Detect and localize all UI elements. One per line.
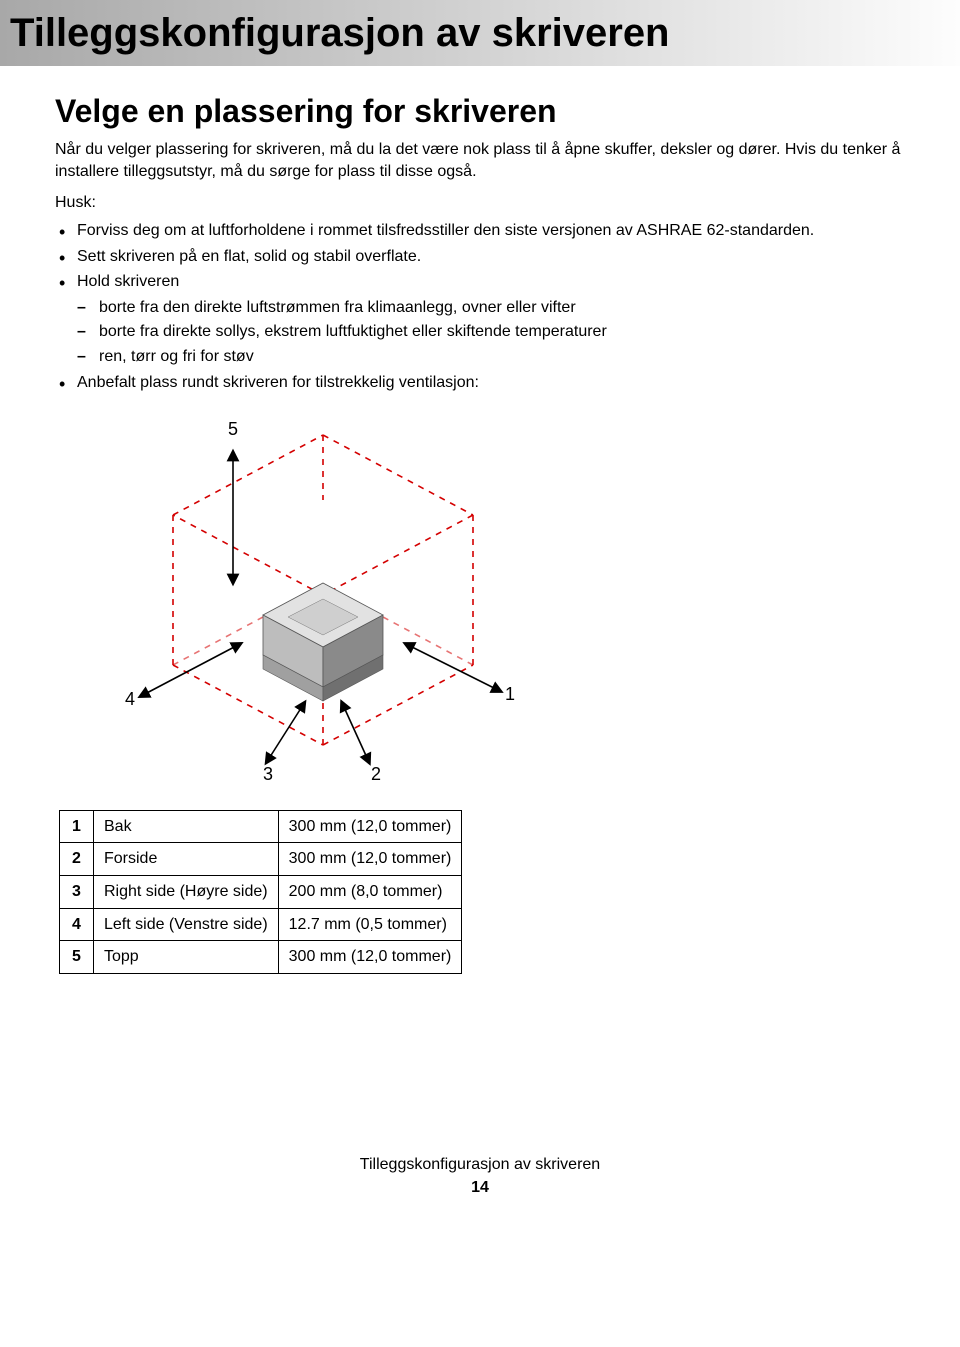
- husk-label: Husk:: [55, 192, 905, 214]
- table-cell-num: 4: [60, 908, 94, 941]
- table-cell-value: 200 mm (8,0 tommer): [278, 875, 462, 908]
- table-row: 5Topp300 mm (12,0 tommer): [60, 941, 462, 974]
- table-cell-num: 2: [60, 843, 94, 876]
- footer-page-number: 14: [55, 1177, 905, 1199]
- title-bar: Tilleggskonfigurasjon av skriveren: [0, 0, 960, 66]
- bullet-item: Sett skriveren på en flat, solid og stab…: [55, 246, 905, 268]
- dash-item: ren, tørr og fri for støv: [77, 346, 905, 368]
- table-cell-side: Bak: [94, 810, 279, 843]
- clearance-diagram: 5 4 3 2 1: [113, 405, 905, 792]
- intro-paragraph: Når du velger plassering for skriveren, …: [55, 139, 905, 182]
- table-cell-value: 300 mm (12,0 tommer): [278, 941, 462, 974]
- diagram-svg: 5 4 3 2 1: [113, 405, 533, 785]
- table-cell-side: Left side (Venstre side): [94, 908, 279, 941]
- footer-title: Tilleggskonfigurasjon av skriveren: [55, 1154, 905, 1176]
- table-cell-side: Topp: [94, 941, 279, 974]
- table-cell-value: 300 mm (12,0 tommer): [278, 810, 462, 843]
- bullet-item: Forviss deg om at luftforholdene i romme…: [55, 220, 905, 242]
- bullet-item: Anbefalt plass rundt skriveren for tilst…: [55, 372, 905, 394]
- dash-list: borte fra den direkte luftstrømmen fra k…: [77, 297, 905, 368]
- section-heading: Velge en plassering for skriveren: [55, 90, 905, 133]
- bullet-list: Forviss deg om at luftforholdene i romme…: [55, 220, 905, 393]
- bullet-item-label: Hold skriveren: [77, 273, 179, 290]
- diagram-label-4: 4: [125, 689, 135, 709]
- table-row: 4Left side (Venstre side)12.7 mm (0,5 to…: [60, 908, 462, 941]
- table-cell-side: Right side (Høyre side): [94, 875, 279, 908]
- table-row: 1Bak300 mm (12,0 tommer): [60, 810, 462, 843]
- diagram-label-2: 2: [371, 764, 381, 784]
- table-cell-value: 300 mm (12,0 tommer): [278, 843, 462, 876]
- diagram-label-5: 5: [228, 419, 238, 439]
- table-cell-num: 5: [60, 941, 94, 974]
- page-footer: Tilleggskonfigurasjon av skriveren 14: [55, 1154, 905, 1199]
- table-cell-num: 1: [60, 810, 94, 843]
- page-title: Tilleggskonfigurasjon av skriveren: [10, 6, 950, 60]
- diagram-label-3: 3: [263, 764, 273, 784]
- table-cell-side: Forside: [94, 843, 279, 876]
- table-cell-num: 3: [60, 875, 94, 908]
- dash-item: borte fra den direkte luftstrømmen fra k…: [77, 297, 905, 319]
- table-row: 3Right side (Høyre side)200 mm (8,0 tomm…: [60, 875, 462, 908]
- bullet-item: Hold skriveren borte fra den direkte luf…: [55, 271, 905, 367]
- clearance-table: 1Bak300 mm (12,0 tommer)2Forside300 mm (…: [59, 810, 462, 974]
- diagram-label-1: 1: [505, 684, 515, 704]
- dash-item: borte fra direkte sollys, ekstrem luftfu…: [77, 321, 905, 343]
- table-row: 2Forside300 mm (12,0 tommer): [60, 843, 462, 876]
- table-cell-value: 12.7 mm (0,5 tommer): [278, 908, 462, 941]
